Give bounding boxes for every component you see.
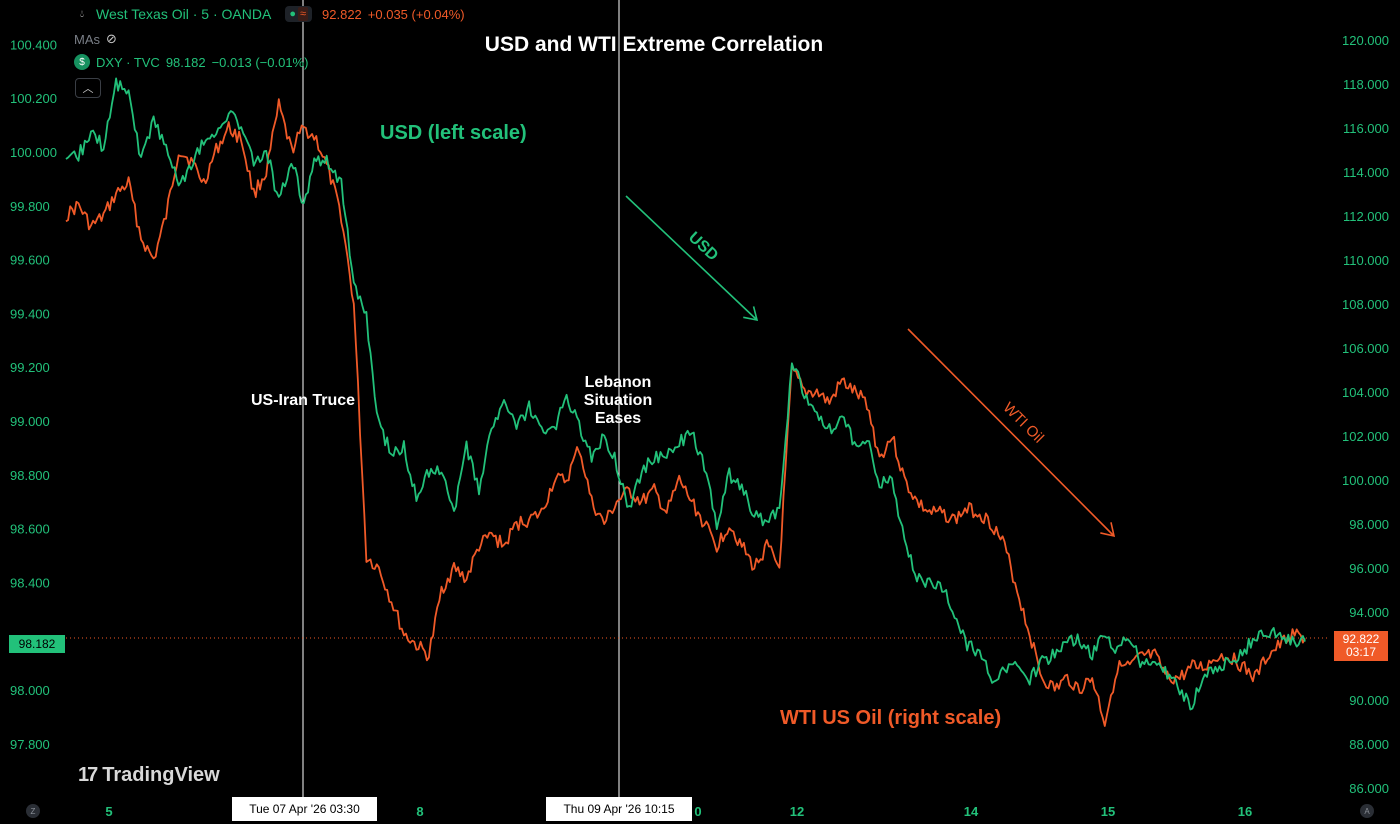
- left-axis-tick: 98.600: [10, 522, 50, 537]
- droplet-icon: 💧︎: [80, 8, 84, 20]
- x-axis-tick: 16: [1238, 804, 1252, 819]
- left-axis-tick: 99.600: [10, 253, 50, 268]
- ai-wave-icon: ≈: [297, 7, 309, 21]
- current-price-right-label: 92.822 03:17: [1334, 631, 1388, 661]
- bar-countdown: 03:17: [1345, 645, 1377, 659]
- legend-symbol2-name[interactable]: DXY · TVC: [96, 54, 160, 70]
- event-label-lebanon-line: Lebanon: [585, 374, 652, 391]
- event-label-lebanon-line: Situation: [584, 392, 652, 409]
- legend-symbol1-change: +0.035 (+0.04%): [367, 6, 465, 22]
- usd-trend-label: USD: [685, 229, 721, 264]
- eye-off-icon[interactable]: ⊘: [106, 31, 117, 46]
- chevron-up-icon: ︿: [82, 83, 94, 95]
- left-axis-tick: 98.800: [10, 468, 50, 483]
- x-axis-tick: 15: [1101, 804, 1115, 819]
- right-axis-tick: 112.000: [1343, 209, 1389, 224]
- legend-symbol1-row[interactable]: 💧︎ West Texas Oil · 5 · OANDA ● ≈ 92.822…: [74, 6, 465, 22]
- cursor-date-label-1: Tue 07 Apr '26 03:30: [232, 797, 377, 821]
- event-label-truce: US-Iran Truce: [251, 392, 355, 409]
- x-axis-tick: 14: [964, 804, 979, 819]
- status-dot-icon: ●: [289, 8, 296, 20]
- event-label-lebanon-line: Eases: [595, 410, 641, 427]
- legend-symbol2-price: 98.182: [165, 54, 206, 70]
- legend-status-pill[interactable]: ● ≈: [285, 6, 313, 22]
- usd-trend-arrow-shaft: [625, 195, 758, 321]
- right-axis-tick: 94.000: [1349, 605, 1389, 620]
- right-axis-tick: 86.000: [1349, 781, 1389, 796]
- left-axis-tick: 100.000: [10, 145, 57, 160]
- usd-series-line: [65, 77, 1306, 711]
- x-axis-tick: 12: [790, 804, 804, 819]
- right-axis-tick: 96.000: [1349, 561, 1389, 576]
- tradingview-mark-icon: 17: [78, 764, 98, 786]
- wti-trend-label: WTI Oil: [999, 399, 1046, 446]
- usd-series-label: USD (left scale): [380, 122, 527, 144]
- right-axis-tick: 106.000: [1342, 341, 1389, 356]
- current-price-left-label: 98.182: [9, 635, 65, 653]
- x-axis-tick: 0: [694, 804, 701, 819]
- left-axis-tick: 99.400: [10, 306, 50, 321]
- left-axis-tick: 100.400: [10, 37, 57, 52]
- right-axis-tick: 102.000: [1342, 429, 1389, 444]
- left-axis-tick: 100.200: [10, 91, 57, 106]
- time-zone-button[interactable]: Z: [26, 804, 40, 818]
- dollar-icon: $: [74, 54, 90, 70]
- legend-symbol1-price: 92.822: [322, 6, 362, 22]
- wti-series-line: [65, 98, 1306, 727]
- left-axis-tick: 99.000: [10, 414, 50, 429]
- cursor-date-label-2: Thu 09 Apr '26 10:15: [546, 797, 692, 821]
- auto-scale-button[interactable]: A: [1360, 804, 1374, 818]
- usd-trend-arrow-head: [743, 306, 759, 322]
- wti-series-label: WTI US Oil (right scale): [780, 707, 1001, 729]
- right-axis-tick: 90.000: [1349, 693, 1389, 708]
- legend-symbol2-change: −0.013 (−0.01%): [211, 54, 309, 70]
- right-axis-tick: 108.000: [1342, 297, 1389, 312]
- collapse-legend-button[interactable]: ︿: [75, 78, 101, 98]
- right-axis-tick: 110.000: [1343, 253, 1389, 268]
- left-axis-tick: 97.800: [10, 737, 50, 752]
- current-price-right-value: 92.822: [1342, 632, 1380, 646]
- wti-trend-arrow-head: [1100, 522, 1116, 538]
- x-axis-tick: 8: [416, 804, 423, 819]
- legend-symbol2-row[interactable]: $ DXY · TVC 98.182 −0.013 (−0.01%): [74, 54, 308, 70]
- left-axis-tick: 99.200: [10, 360, 50, 375]
- legend-symbol1-name[interactable]: West Texas Oil · 5 · OANDA: [96, 6, 272, 22]
- right-axis-tick: 120.000: [1342, 33, 1389, 48]
- tradingview-logo-text: TradingView: [102, 764, 220, 786]
- indicators-label[interactable]: MAs: [74, 31, 100, 47]
- right-axis-tick: 98.000: [1349, 517, 1389, 532]
- left-axis-tick: 98.000: [10, 683, 50, 698]
- left-axis-tick: 98.400: [10, 575, 50, 590]
- right-axis-tick: 114.000: [1343, 165, 1389, 180]
- left-axis-tick: 99.800: [10, 199, 50, 214]
- wti-trend-arrow-shaft: [907, 328, 1115, 537]
- tradingview-logo[interactable]: 17 TradingView: [78, 764, 220, 787]
- chart-title: USD and WTI Extreme Correlation: [485, 33, 823, 56]
- right-axis-tick: 116.000: [1343, 121, 1389, 136]
- right-axis-tick: 88.000: [1349, 737, 1389, 752]
- legend-indicators-row[interactable]: MAs ⊘: [74, 31, 117, 47]
- right-axis-tick: 118.000: [1343, 77, 1389, 92]
- right-axis-tick: 100.000: [1342, 473, 1389, 488]
- right-axis-tick: 104.000: [1342, 385, 1389, 400]
- x-axis-tick: 5: [105, 804, 112, 819]
